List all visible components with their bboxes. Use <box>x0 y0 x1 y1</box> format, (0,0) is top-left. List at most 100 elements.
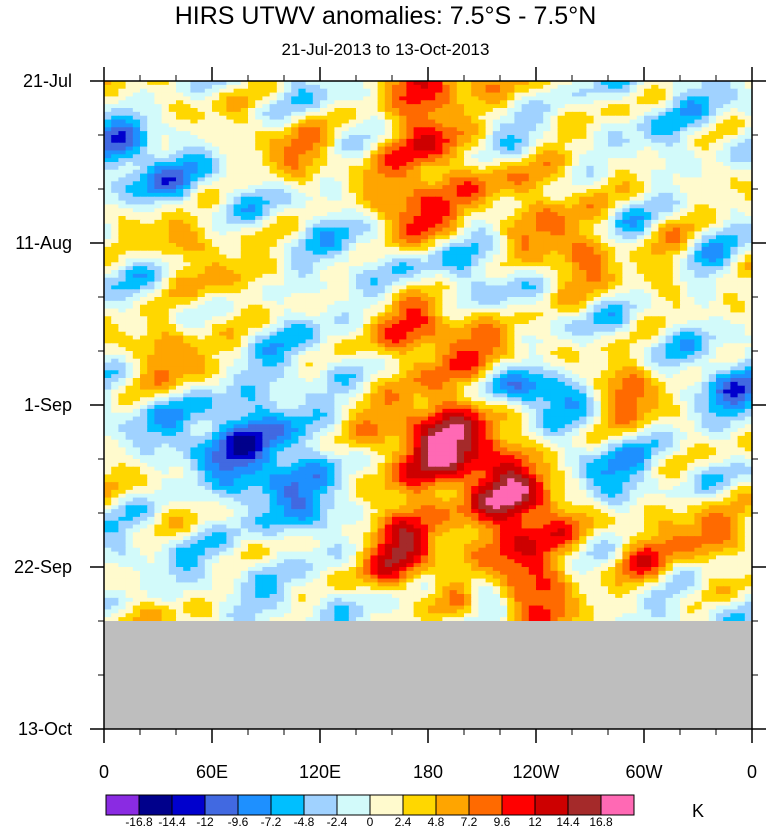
heatmap-cell <box>140 96 148 101</box>
heatmap-cell <box>399 138 407 144</box>
heatmap-cell <box>701 100 710 105</box>
heatmap-cell <box>147 115 155 121</box>
heatmap-cell <box>449 100 458 105</box>
heatmap-cell <box>363 250 371 256</box>
heatmap-cell <box>147 235 155 240</box>
heatmap-cell <box>478 100 487 105</box>
heatmap-cell <box>406 92 415 98</box>
heatmap-cell <box>665 227 674 233</box>
heatmap-cell <box>636 219 645 225</box>
heatmap-cell <box>305 88 314 94</box>
heatmap-cell <box>219 158 227 163</box>
heatmap-cell <box>291 223 299 229</box>
heatmap-cell <box>557 189 566 194</box>
heatmap-cell <box>298 192 307 198</box>
heatmap-cell <box>147 88 155 94</box>
heatmap-cell <box>399 262 407 267</box>
heatmap-cell <box>320 293 328 298</box>
heatmap-cell <box>276 258 285 263</box>
heatmap-cell <box>442 200 451 206</box>
heatmap-cell <box>708 273 717 279</box>
heatmap-cell <box>284 119 292 125</box>
heatmap-cell <box>204 196 213 202</box>
heatmap-cell <box>305 177 314 182</box>
heatmap-cell <box>672 262 681 267</box>
heatmap-cell <box>118 181 127 186</box>
heatmap-cell <box>255 181 263 186</box>
heatmap-cell <box>478 84 487 90</box>
heatmap-cell <box>536 254 544 260</box>
heatmap-cell <box>305 273 314 279</box>
heatmap-cell <box>147 219 155 225</box>
heatmap-cell <box>320 142 328 148</box>
heatmap-cell <box>608 146 616 152</box>
heatmap-cell <box>730 104 739 109</box>
heatmap-cell <box>514 165 523 171</box>
heatmap-cell <box>651 131 659 136</box>
heatmap-cell <box>701 204 710 209</box>
heatmap-cell <box>629 231 638 236</box>
heatmap-cell <box>672 219 681 225</box>
heatmap-cell <box>327 266 335 271</box>
heatmap-cell <box>420 88 429 94</box>
heatmap-cell <box>348 115 357 121</box>
heatmap-cell <box>730 131 739 136</box>
heatmap-cell <box>284 243 292 248</box>
heatmap-cell <box>543 285 551 290</box>
heatmap-cell <box>255 169 263 175</box>
heatmap-cell <box>399 142 407 148</box>
heatmap-cell <box>320 88 328 94</box>
heatmap-cell <box>514 108 523 113</box>
heatmap-cell <box>204 84 213 90</box>
heatmap-cell <box>586 158 595 163</box>
heatmap-cell <box>125 196 134 202</box>
heatmap-cell <box>500 273 508 279</box>
heatmap-cell <box>557 243 566 248</box>
heatmap-cell <box>456 246 465 252</box>
heatmap-cell <box>456 273 465 279</box>
heatmap-cell <box>651 177 659 182</box>
heatmap-cell <box>564 216 573 221</box>
heatmap-cell <box>363 123 371 128</box>
heatmap-cell <box>471 196 479 202</box>
heatmap-cell <box>672 281 681 287</box>
heatmap-cell <box>276 185 285 190</box>
heatmap-cell <box>370 204 379 209</box>
heatmap-cell <box>269 231 278 236</box>
heatmap-cell <box>197 204 206 209</box>
heatmap-cell <box>564 250 573 256</box>
heatmap-cell <box>593 219 602 225</box>
heatmap-cell <box>593 138 602 144</box>
heatmap-cell <box>413 92 422 98</box>
heatmap-cell <box>298 200 307 206</box>
heatmap-cell <box>658 189 667 194</box>
heatmap-cell <box>500 142 508 148</box>
heatmap-cell <box>176 88 184 94</box>
heatmap-cell <box>716 196 724 202</box>
heatmap-cell <box>147 169 155 175</box>
heatmap-cell <box>104 177 112 182</box>
heatmap-cell <box>183 204 191 209</box>
heatmap-cell <box>557 131 566 136</box>
heatmap-cell <box>399 254 407 260</box>
heatmap-cell <box>528 173 537 179</box>
heatmap-cell <box>406 281 415 287</box>
heatmap-cell <box>492 88 501 94</box>
heatmap-cell <box>125 273 134 279</box>
heatmap-cell <box>183 239 191 244</box>
heatmap-cell <box>154 293 163 298</box>
heatmap-cell <box>687 158 695 163</box>
heatmap-cell <box>435 185 443 190</box>
heatmap-cell <box>636 108 645 113</box>
heatmap-cell <box>507 154 515 159</box>
heatmap-cell <box>204 115 213 121</box>
heatmap-cell <box>550 177 559 182</box>
heatmap-cell <box>147 246 155 252</box>
heatmap-cell <box>305 189 314 194</box>
heatmap-cell <box>118 119 127 125</box>
heatmap-cell <box>622 243 631 248</box>
heatmap-cell <box>312 146 321 152</box>
heatmap-cell <box>111 189 119 194</box>
heatmap-cell <box>651 189 659 194</box>
heatmap-cell <box>629 135 638 140</box>
